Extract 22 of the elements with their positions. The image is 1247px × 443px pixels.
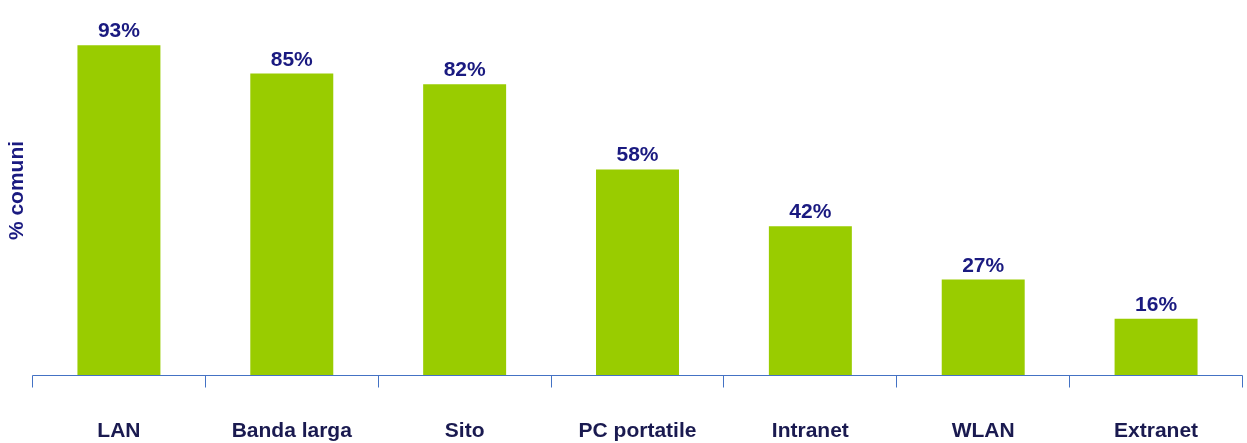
x-tick-label: WLAN bbox=[951, 417, 1015, 441]
data-label: 58% bbox=[616, 142, 659, 166]
bar bbox=[1114, 318, 1198, 376]
data-label: 16% bbox=[1135, 291, 1178, 315]
bar bbox=[250, 73, 334, 376]
bar bbox=[768, 226, 852, 376]
data-label: 82% bbox=[443, 57, 486, 81]
bar bbox=[596, 169, 679, 376]
data-label: 93% bbox=[97, 18, 141, 42]
x-tick-label: LAN bbox=[97, 417, 141, 441]
x-tick-label: PC portatile bbox=[578, 417, 697, 441]
x-tick-label: Banda larga bbox=[231, 417, 353, 441]
data-label: 85% bbox=[270, 46, 314, 70]
x-tick-label: Extranet bbox=[1114, 417, 1199, 441]
x-tick-label: Intranet bbox=[771, 417, 849, 441]
bar bbox=[423, 84, 507, 376]
bar bbox=[941, 279, 1025, 376]
x-tick-label: Sito bbox=[444, 417, 485, 441]
y-axis-title: % comuni bbox=[3, 140, 27, 241]
data-label: 27% bbox=[962, 252, 1005, 276]
bar bbox=[77, 45, 161, 376]
data-label: 42% bbox=[789, 199, 832, 223]
